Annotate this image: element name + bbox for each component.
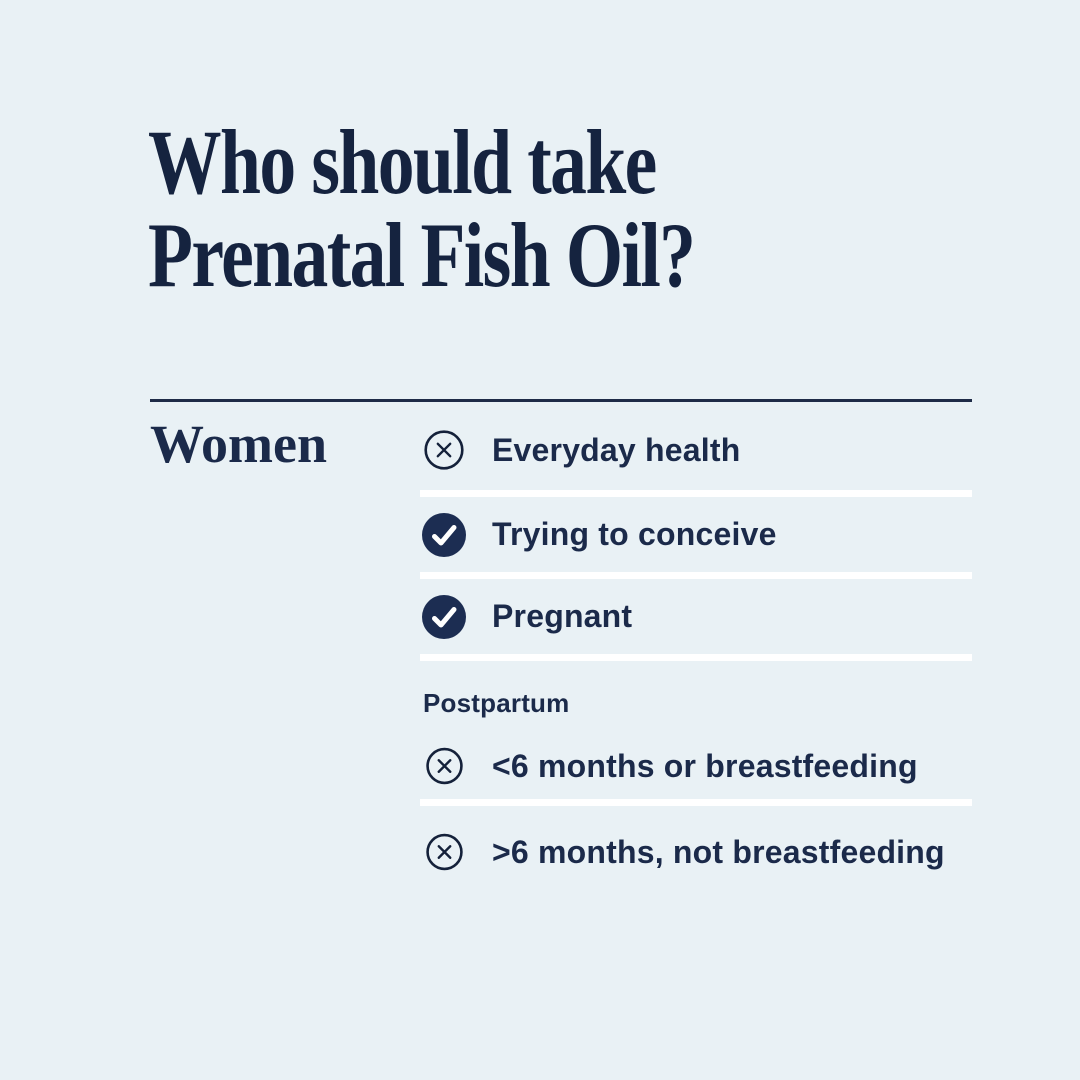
checklist: Everyday health Trying to conceive Pregn… — [420, 402, 972, 898]
list-item: Pregnant — [420, 579, 972, 654]
list-item: >6 months, not breastfeeding — [420, 806, 972, 898]
list-item-label: Trying to conceive — [492, 516, 777, 552]
row-divider — [420, 799, 972, 806]
section-heading-women: Women — [150, 414, 328, 474]
list-item: Everyday health — [420, 402, 972, 490]
x-circle-icon — [422, 428, 466, 472]
row-divider — [420, 490, 972, 497]
page-title: Who should take Prenatal Fish Oil? — [148, 111, 696, 306]
page-title-line-2: Prenatal Fish Oil? — [148, 204, 696, 306]
page-title-line-1: Who should take — [148, 111, 657, 213]
row-divider — [420, 572, 972, 579]
x-circle-icon — [422, 744, 466, 788]
list-item: <6 months or breastfeeding — [420, 733, 972, 799]
list-item: Trying to conceive — [420, 497, 972, 572]
subsection-header: Postpartum — [420, 661, 972, 733]
list-item-label: Pregnant — [492, 598, 633, 634]
list-item-label: >6 months, not breastfeeding — [492, 833, 945, 870]
check-circle-icon — [422, 594, 466, 639]
list-item-label: Everyday health — [492, 431, 741, 468]
x-circle-icon — [422, 830, 466, 874]
list-item-label: <6 months or breastfeeding — [492, 747, 918, 784]
section-divider-rule — [150, 399, 972, 402]
check-circle-icon — [422, 512, 466, 557]
subsection-label: Postpartum — [423, 687, 570, 718]
row-divider — [420, 654, 972, 661]
